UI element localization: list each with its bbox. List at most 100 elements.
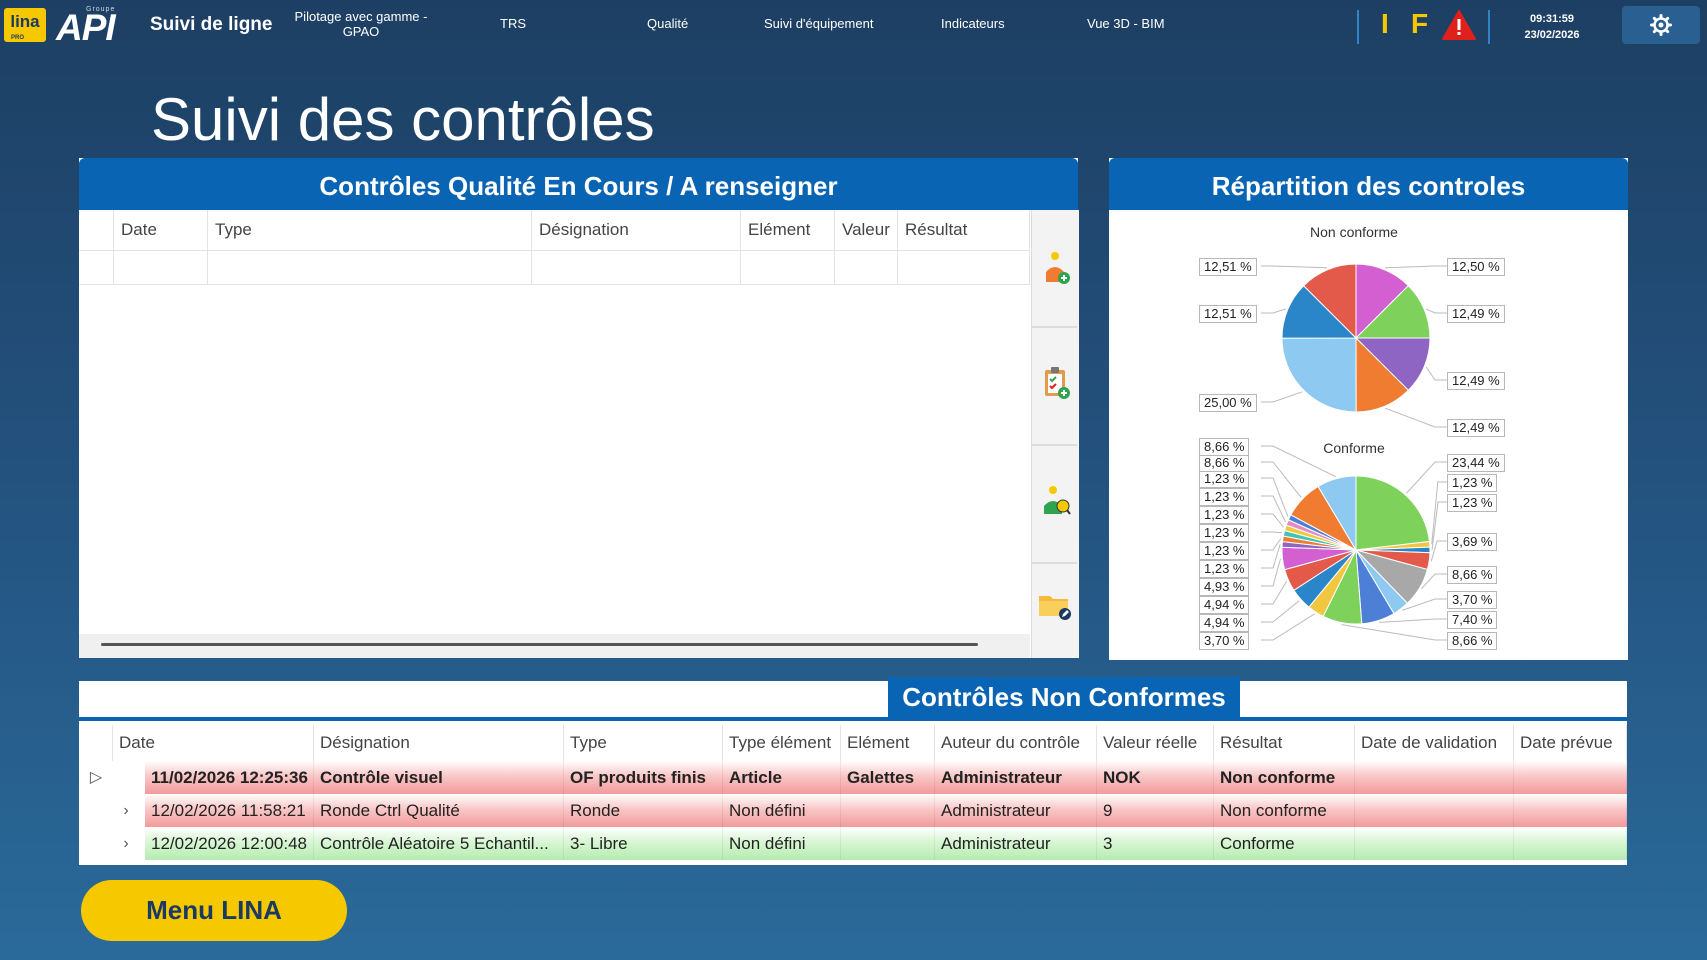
nc-col-element[interactable]: Elément [841,725,935,761]
nc-cell-type-element[interactable]: Article [723,761,841,794]
row-expander-icon[interactable]: › [123,802,129,819]
nc-col-date[interactable]: Date [113,725,314,761]
in-progress-grid-header: Date Type Désignation Elément Valeur Rés… [79,210,1030,251]
new-row-cell[interactable] [835,250,898,284]
pie-slice-label: 25,00 % [1199,394,1257,412]
new-row-cell[interactable] [741,250,835,284]
new-row-cell[interactable] [79,250,114,284]
nc-col-resultat[interactable]: Résultat [1214,725,1355,761]
row-expander-icon[interactable]: ▷ [89,769,103,786]
nc-cell-date-validation[interactable] [1355,761,1514,794]
row-indicator-header [79,725,113,761]
nc-col-auteur[interactable]: Auteur du contrôle [935,725,1097,761]
pie-leader-line [1425,308,1447,314]
nc-cell-auteur[interactable]: Administrateur [935,794,1097,827]
nc-cell-resultat[interactable]: Conforme [1214,827,1355,860]
pie-leader-line [1261,495,1286,522]
nc-col-type-element[interactable]: Type élément [723,725,841,761]
nc-col-date-validation[interactable]: Date de validation [1355,725,1514,761]
pie-leader-line [1261,613,1315,641]
add-clipboard-button[interactable] [1032,328,1077,446]
nc-cell-date-prevue[interactable] [1514,761,1627,794]
nc-cell-auteur[interactable]: Administrateur [935,827,1097,860]
pie-slice-label: 3,70 % [1447,591,1498,609]
clock-date: 23/02/2026 [1524,29,1580,41]
scrollbar-thumb[interactable] [101,643,978,646]
nav-trs[interactable]: TRS [500,16,526,31]
nc-table-row[interactable]: ▷ 11/02/2026 12:25:36 Contrôle visuel OF pr… [79,761,1627,794]
non-conform-table: Date Désignation Type Type élément Eléme… [79,717,1627,865]
nc-table-row[interactable]: › 12/02/2026 12:00:48 Contrôle Aléatoire 5… [79,827,1627,860]
col-resultat[interactable]: Résultat [898,210,1030,250]
nc-cell-date-validation[interactable] [1355,794,1514,827]
row-expander-icon[interactable]: › [123,835,129,852]
new-row-cell[interactable] [114,250,208,284]
nav-vue-3d-bim[interactable]: Vue 3D - BIM [1087,16,1165,31]
nc-cell-designation[interactable]: Ronde Ctrl Qualité [314,794,564,827]
nav-pilotage-label-2: GPAO [342,24,380,39]
nc-cell-type[interactable]: Ronde [564,794,723,827]
control-toolbar [1031,210,1079,658]
menu-lina-button[interactable]: Menu LINA [81,880,347,941]
settings-button[interactable] [1622,6,1700,44]
pie-conforme-title: Conforme [1323,440,1385,456]
add-control-button[interactable] [1032,210,1077,328]
col-type[interactable]: Type [208,210,532,250]
pie-slice-label: 1,23 % [1199,506,1250,524]
nc-cell-resultat[interactable]: Non conforme [1214,761,1355,794]
nav-pilotage-gpao[interactable]: Pilotage avec gamme - GPAO [286,9,436,39]
nc-cell-element[interactable] [841,794,935,827]
pie-slice [1354,284,1431,339]
nc-cell-valeur-reelle[interactable]: 3 [1097,827,1214,860]
nc-col-valeur-reelle[interactable]: Valeur réelle [1097,725,1214,761]
pie-leader-line [1261,391,1303,403]
nc-cell-auteur[interactable]: Administrateur [935,761,1097,794]
nc-cell-date-prevue[interactable] [1514,827,1627,860]
new-row-cell[interactable] [208,250,532,284]
nc-cell-element[interactable] [841,827,935,860]
col-designation[interactable]: Désignation [532,210,741,250]
add-clipboard-icon [1045,367,1070,399]
horizontal-scrollbar[interactable] [79,634,1030,658]
nc-cell-type-element[interactable]: Non défini [723,827,841,860]
nc-cell-element[interactable]: Galettes [841,761,935,794]
indicator-i[interactable]: I [1381,8,1389,39]
indicator-f[interactable]: F [1411,8,1429,39]
pie-slice-label: 12,51 % [1199,258,1257,276]
col-element[interactable]: Elément [741,210,835,250]
nc-cell-date[interactable]: 12/02/2026 12:00:48 [145,827,314,860]
new-row-cell[interactable] [532,250,741,284]
nc-cell-type-element[interactable]: Non défini [723,794,841,827]
new-row[interactable] [79,250,1030,285]
nc-cell-date[interactable]: 12/02/2026 11:58:21 [145,794,314,827]
pie-slice [1355,263,1410,340]
nc-col-designation[interactable]: Désignation [314,725,564,761]
pie-slice [1355,336,1410,413]
nav-suivi-equipement[interactable]: Suivi d'équipement [764,16,874,31]
nc-cell-designation[interactable]: Contrôle Aléatoire 5 Echantil... [314,827,564,860]
new-row-cell[interactable] [898,250,1030,284]
validate-control-button[interactable] [1032,446,1077,564]
gear-icon [1650,14,1672,36]
nc-col-type[interactable]: Type [564,725,723,761]
edit-folder-button[interactable] [1032,564,1077,682]
nav-qualite[interactable]: Qualité [647,16,689,31]
nc-cell-valeur-reelle[interactable]: NOK [1097,761,1214,794]
nc-cell-type[interactable]: 3- Libre [564,827,723,860]
nc-col-date-prevue[interactable]: Date prévue [1514,725,1627,761]
nc-cell-valeur-reelle[interactable]: 9 [1097,794,1214,827]
pie-leader-line [1431,481,1447,545]
nc-cell-date-validation[interactable] [1355,827,1514,860]
nc-table-row[interactable]: › 12/02/2026 11:58:21 Ronde Ctrl Qualité Ro… [79,794,1627,827]
nc-cell-date-prevue[interactable] [1514,794,1627,827]
pie-leader-line [1261,580,1288,605]
col-date[interactable]: Date [114,210,208,250]
warning-triangle-icon[interactable] [1441,9,1477,41]
nc-cell-designation[interactable]: Contrôle visuel [314,761,564,794]
nc-cell-type[interactable]: OF produits finis [564,761,723,794]
col-valeur[interactable]: Valeur [835,210,898,250]
nav-indicateurs[interactable]: Indicateurs [941,16,1005,31]
nc-cell-date[interactable]: 11/02/2026 12:25:36 [145,761,314,794]
pie-leader-line [1261,265,1327,269]
nc-cell-resultat[interactable]: Non conforme [1214,794,1355,827]
